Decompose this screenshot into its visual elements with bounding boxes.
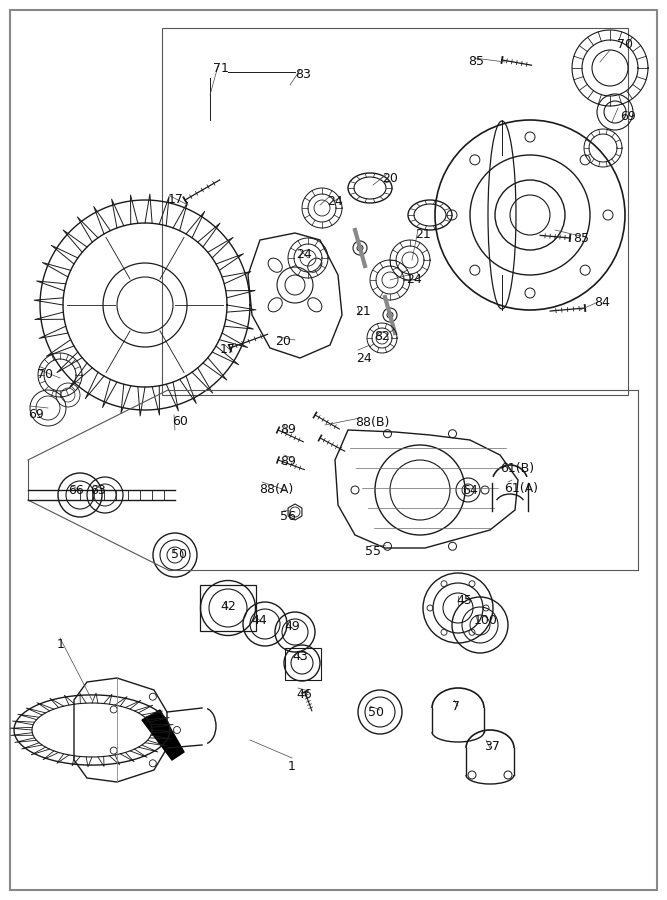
- Text: 24: 24: [296, 248, 311, 261]
- Text: 24: 24: [406, 273, 422, 286]
- Text: 61(A): 61(A): [504, 482, 538, 495]
- Text: 66: 66: [68, 484, 84, 497]
- Text: 84: 84: [594, 296, 610, 309]
- Text: 89: 89: [280, 455, 296, 468]
- Text: 20: 20: [275, 335, 291, 348]
- Bar: [285, 648, 321, 680]
- Text: 100: 100: [474, 614, 498, 627]
- Text: 63: 63: [90, 484, 106, 497]
- Text: 43: 43: [292, 650, 307, 663]
- Text: 89: 89: [280, 423, 296, 436]
- Text: 45: 45: [456, 594, 472, 607]
- Text: 21: 21: [355, 305, 371, 318]
- Text: 85: 85: [468, 55, 484, 68]
- Text: 17: 17: [168, 193, 184, 206]
- Text: 69: 69: [620, 110, 636, 123]
- Text: 24: 24: [327, 195, 343, 208]
- Text: 69: 69: [28, 408, 44, 421]
- Text: 88(A): 88(A): [259, 483, 293, 496]
- Text: 1: 1: [57, 638, 65, 651]
- Text: 60: 60: [172, 415, 188, 428]
- Bar: [200, 585, 256, 631]
- Text: 85: 85: [573, 232, 589, 245]
- Text: 56: 56: [280, 510, 296, 523]
- Text: 82: 82: [374, 330, 390, 343]
- Text: 61(B): 61(B): [500, 462, 534, 475]
- Text: 17: 17: [220, 343, 236, 356]
- Text: 1: 1: [288, 760, 296, 773]
- Text: 71: 71: [213, 62, 229, 75]
- Text: 70: 70: [37, 368, 53, 381]
- Text: 37: 37: [484, 740, 500, 753]
- Text: 49: 49: [284, 620, 299, 633]
- Text: 24: 24: [356, 352, 372, 365]
- Text: 64: 64: [462, 484, 478, 497]
- Text: 7: 7: [452, 700, 460, 713]
- Text: 21: 21: [415, 228, 431, 241]
- Text: 88(B): 88(B): [355, 416, 390, 429]
- Text: 20: 20: [382, 172, 398, 185]
- Text: 46: 46: [296, 688, 311, 701]
- Text: 55: 55: [365, 545, 381, 558]
- Text: 70: 70: [617, 38, 633, 51]
- Text: 50: 50: [171, 548, 187, 561]
- Text: 44: 44: [251, 614, 267, 627]
- Polygon shape: [142, 710, 184, 760]
- Text: 83: 83: [295, 68, 311, 81]
- Text: 42: 42: [220, 600, 235, 613]
- Text: 50: 50: [368, 706, 384, 719]
